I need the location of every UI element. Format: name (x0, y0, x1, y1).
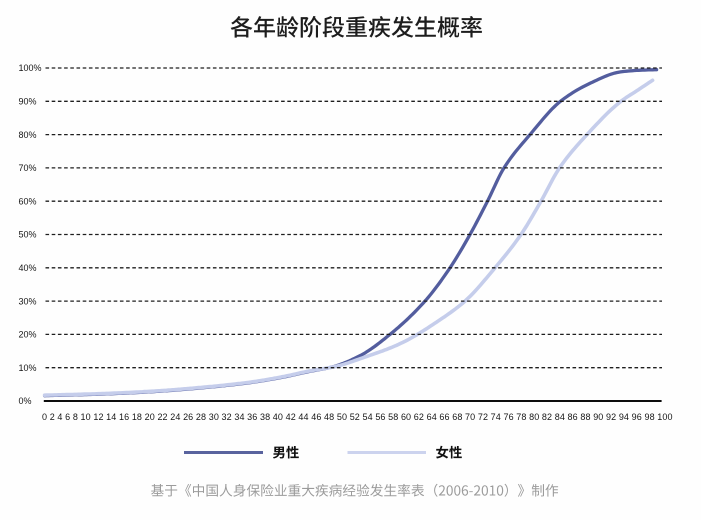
svg-text:100%: 100% (19, 63, 42, 73)
svg-text:60%: 60% (19, 196, 37, 206)
svg-text:0 2 4 6 8 10 12 14 16 18 20 22: 0 2 4 6 8 10 12 14 16 18 20 22 24 26 28 … (42, 412, 673, 422)
svg-text:10%: 10% (19, 363, 37, 373)
svg-text:80%: 80% (19, 130, 37, 140)
svg-text:70%: 70% (19, 163, 37, 173)
svg-text:20%: 20% (19, 330, 37, 340)
svg-text:50%: 50% (19, 230, 37, 240)
svg-text:40%: 40% (19, 263, 37, 273)
svg-text:90%: 90% (19, 97, 37, 107)
svg-text:30%: 30% (19, 296, 37, 306)
svg-text:0%: 0% (19, 396, 32, 406)
